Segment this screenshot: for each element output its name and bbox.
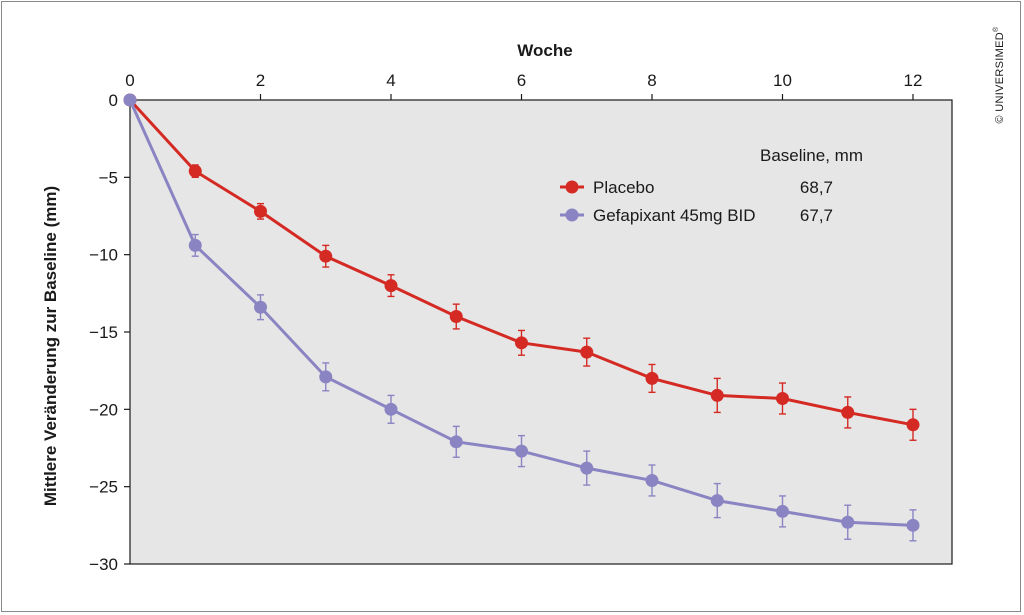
data-point <box>254 204 267 218</box>
data-point <box>319 249 333 263</box>
data-point <box>776 392 789 406</box>
copyright-notice: © UNIVERSIMED® <box>992 26 1006 123</box>
x-tick-label: 6 <box>517 71 526 90</box>
data-point <box>188 238 202 252</box>
legend-header: Baseline, mm <box>760 146 863 165</box>
x-tick-label: 0 <box>125 71 134 90</box>
x-tick-label: 12 <box>904 71 923 90</box>
data-point <box>384 279 398 293</box>
legend-label: Gefapixant 45mg BID <box>593 206 756 225</box>
series-layer <box>123 93 920 542</box>
y-axis: 0 −5 −10 −15 −20 −25 −30 <box>89 91 130 574</box>
registered-mark: ® <box>992 26 1000 32</box>
x-axis-title: Woche <box>517 41 572 60</box>
data-point <box>188 164 202 178</box>
series-gefapixant <box>123 93 920 542</box>
plot-area <box>129 99 953 565</box>
y-tick-label: −25 <box>89 478 118 497</box>
y-tick-label: 0 <box>109 91 118 110</box>
data-point <box>515 444 528 458</box>
legend-baseline-value: 67,7 <box>800 206 833 225</box>
data-point <box>449 310 463 324</box>
legend-swatch-marker <box>565 208 579 222</box>
legend-label: Placebo <box>593 178 654 197</box>
data-point <box>906 518 920 532</box>
legend-baseline-value: 68,7 <box>800 178 833 197</box>
data-point <box>710 388 724 402</box>
data-point <box>906 418 920 432</box>
data-point <box>645 371 659 385</box>
legend-swatch-marker <box>565 180 579 194</box>
copyright-text: © UNIVERSIMED <box>994 32 1006 123</box>
x-tick-label: 8 <box>647 71 656 90</box>
data-point <box>123 93 137 107</box>
data-point <box>841 405 855 419</box>
data-point <box>319 370 333 384</box>
data-point <box>776 504 789 518</box>
x-tick-label: 2 <box>256 71 265 90</box>
y-tick-label: −10 <box>89 246 118 265</box>
y-tick-label: −20 <box>89 400 118 419</box>
y-tick-label: −30 <box>89 555 118 574</box>
data-point <box>645 473 659 487</box>
data-point <box>254 300 267 314</box>
data-point <box>515 336 528 350</box>
x-tick-label: 10 <box>773 71 792 90</box>
x-axis: 0 2 4 6 8 10 12 <box>125 71 922 100</box>
data-point <box>580 461 594 475</box>
data-point <box>449 435 463 449</box>
legend: Baseline, mm Placebo 68,7 Gefapixant 45mg … <box>560 146 863 225</box>
y-axis-title: Mittlere Veränderung zur Baseline (mm) <box>41 186 60 506</box>
y-tick-label: −5 <box>99 168 118 187</box>
data-point <box>841 515 855 529</box>
data-point <box>580 345 594 359</box>
data-point <box>710 494 724 508</box>
data-point <box>384 402 398 416</box>
y-tick-label: −15 <box>89 323 118 342</box>
x-tick-label: 4 <box>386 71 395 90</box>
